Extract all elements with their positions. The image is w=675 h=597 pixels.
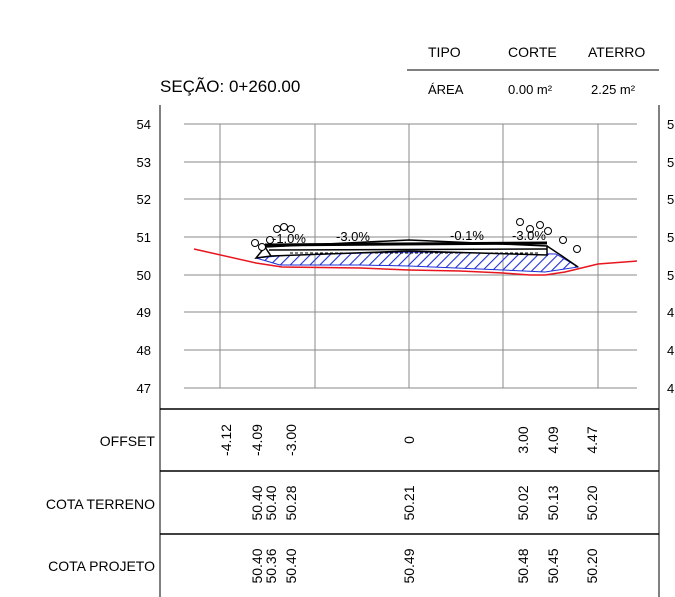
row-label-project: COTA PROJETO — [48, 558, 155, 574]
point-marker — [559, 236, 567, 244]
summary-header-type: TIPO — [428, 44, 461, 60]
summary-fill-area: 2.25 m² — [591, 82, 636, 97]
plot-grid — [159, 105, 660, 597]
right-slope — [546, 245, 579, 268]
section-title: SEÇÃO: 0+260.00 — [160, 77, 300, 96]
point-markers — [251, 218, 581, 253]
pavement-layers — [254, 239, 579, 268]
station-project-value: 50.45 — [545, 548, 561, 583]
elevation-tick-left: 52 — [137, 192, 151, 207]
station-offset-value: 4.47 — [584, 426, 600, 453]
elevation-ticks: 54 5 53 5 52 5 51 5 50 5 49 4 48 4 47 4 — [137, 117, 675, 396]
pavement-second-line — [268, 248, 548, 251]
row-label-offset: OFFSET — [100, 433, 156, 449]
summary-cut-area: 0.00 m² — [508, 82, 553, 97]
elevation-tick-right: 5 — [667, 155, 674, 170]
station-project-value: 50.40 — [283, 548, 299, 583]
station-offset-value: -4.09 — [249, 424, 265, 456]
elevation-tick-right: 5 — [667, 117, 674, 132]
summary-header-cut: CORTE — [508, 44, 557, 60]
elevation-tick-left: 50 — [137, 268, 151, 283]
elevation-tick-left: 47 — [137, 381, 151, 396]
elevation-tick-right: 4 — [667, 305, 674, 320]
station-offset-value: 0 — [401, 436, 417, 444]
summary-table: TIPO CORTE ATERRO ÁREA 0.00 m² 2.25 m² — [407, 44, 659, 97]
elevation-tick-right: 5 — [667, 268, 674, 283]
slope-label-left-partial: -1.0% — [272, 231, 306, 246]
station-terrain-value: 50.02 — [515, 485, 531, 520]
point-marker — [258, 243, 266, 251]
slope-label-right: -3.0% — [512, 228, 546, 243]
station-terrain-value: 50.40 — [263, 485, 279, 520]
point-marker — [266, 236, 274, 244]
elevation-tick-left: 49 — [137, 305, 151, 320]
station-terrain-value: 50.13 — [545, 485, 561, 520]
station-terrain-value: 50.21 — [401, 485, 417, 520]
station-values: -4.12 -4.0950.4050.4050.4050.36-3.0050.28… — [218, 424, 600, 584]
station-offset-value: -4.12 — [218, 424, 234, 456]
point-marker — [544, 227, 552, 235]
station-terrain-value: 50.28 — [283, 485, 299, 520]
elevation-tick-right: 5 — [667, 192, 674, 207]
elevation-tick-right: 5 — [667, 230, 674, 245]
elevation-tick-left: 51 — [137, 230, 151, 245]
point-marker — [287, 225, 295, 233]
station-project-value: 50.40 — [249, 548, 265, 583]
data-table: OFFSET COTA TERRENO COTA PROJETO — [46, 408, 659, 574]
elevation-tick-left: 54 — [137, 117, 151, 132]
summary-row-label: ÁREA — [428, 82, 464, 97]
station-project-value: 50.20 — [584, 548, 600, 583]
point-marker — [516, 218, 524, 226]
summary-header-fill: ATERRO — [588, 44, 645, 60]
point-marker — [251, 239, 259, 247]
terrain-line — [193, 248, 638, 276]
slope-label-left: -3.0% — [336, 229, 370, 244]
elevation-tick-left: 53 — [137, 155, 151, 170]
station-offset-value: 3.00 — [515, 426, 531, 453]
elevation-tick-right: 4 — [667, 381, 674, 396]
station-project-value: 50.49 — [401, 548, 417, 583]
point-marker — [573, 245, 581, 253]
station-offset-value: 4.09 — [545, 426, 561, 453]
pavement-top-line — [264, 241, 548, 247]
station-terrain-value: 50.40 — [249, 485, 265, 520]
point-marker — [273, 225, 281, 233]
point-marker — [280, 223, 288, 231]
station-project-value: 50.36 — [263, 548, 279, 583]
point-marker — [536, 221, 544, 229]
slope-label-center: -0.1% — [450, 228, 484, 243]
elevation-tick-right: 4 — [667, 343, 674, 358]
row-label-terrain: COTA TERRENO — [46, 496, 155, 512]
elevation-tick-left: 48 — [137, 343, 151, 358]
station-project-value: 50.48 — [515, 548, 531, 583]
station-terrain-value: 50.20 — [584, 485, 600, 520]
station-offset-value: -3.00 — [283, 424, 299, 456]
point-marker — [526, 225, 534, 233]
